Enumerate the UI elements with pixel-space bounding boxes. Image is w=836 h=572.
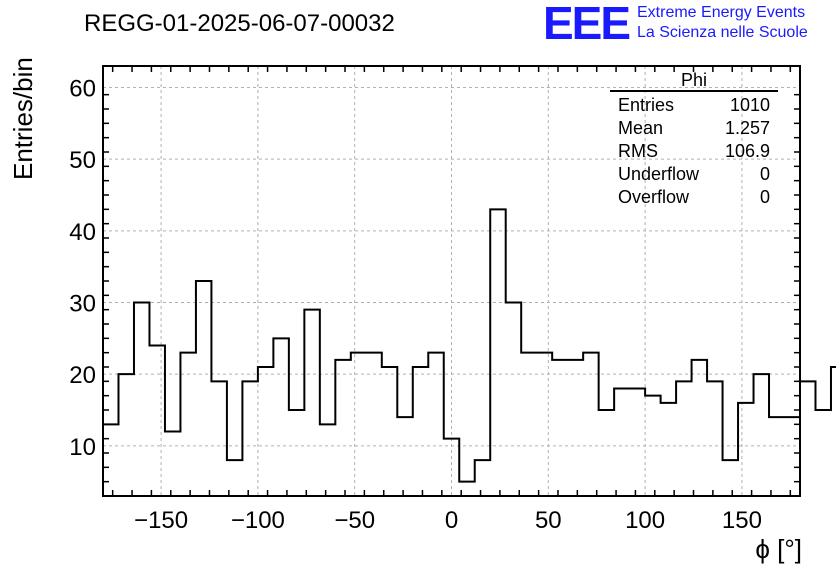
- x-axis-label: ϕ [°]: [755, 534, 802, 564]
- stats-label: Entries: [618, 95, 675, 115]
- stats-row-entries: Entries 1010: [610, 94, 778, 117]
- logo-subtitle-line1: Extreme Energy Events: [637, 4, 806, 21]
- stats-value: 0: [759, 164, 770, 184]
- stats-label: Mean: [618, 118, 664, 138]
- x-tick-label: −150: [134, 507, 188, 534]
- stats-row-underflow: Underflow 0: [610, 163, 778, 186]
- stats-box: Phi Entries 1010 Mean 1.257 RMS 106.9 Un…: [610, 70, 778, 209]
- logo-subtitle-line2: La Scienza nelle Scuole: [637, 24, 808, 41]
- histogram-series: [103, 208, 836, 483]
- stats-label: Overflow: [618, 187, 690, 207]
- y-tick-label: 30: [69, 291, 96, 318]
- x-tick-label: 100: [625, 507, 665, 534]
- x-tick-label: 150: [722, 507, 762, 534]
- x-tick-label: 50: [535, 507, 562, 534]
- stats-label: Underflow: [618, 164, 700, 184]
- stats-label: RMS: [618, 141, 658, 161]
- stats-row-rms: RMS 106.9: [610, 140, 778, 163]
- y-axis-label: Entries/bin: [8, 57, 38, 180]
- stats-value: 1010: [729, 95, 770, 115]
- x-tick-label: 0: [445, 507, 458, 534]
- y-tick-label: 50: [69, 147, 96, 174]
- y-tick-label: 40: [69, 219, 96, 246]
- y-tick-label: 20: [69, 362, 96, 389]
- stats-value: 0: [759, 187, 770, 207]
- stats-row-overflow: Overflow 0: [610, 186, 778, 209]
- stats-title: Phi: [610, 70, 778, 92]
- eee-logo: EEE: [543, 0, 631, 49]
- stats-row-mean: Mean 1.257: [610, 117, 778, 140]
- run-title: REGG-01-2025-06-07-00032: [84, 10, 395, 37]
- x-tick-label: −50: [334, 507, 375, 534]
- x-tick-label: −100: [231, 507, 285, 534]
- stats-value: 106.9: [724, 141, 770, 161]
- y-tick-label: 60: [69, 76, 96, 103]
- stats-value: 1.257: [724, 118, 770, 138]
- y-tick-label: 10: [69, 434, 96, 461]
